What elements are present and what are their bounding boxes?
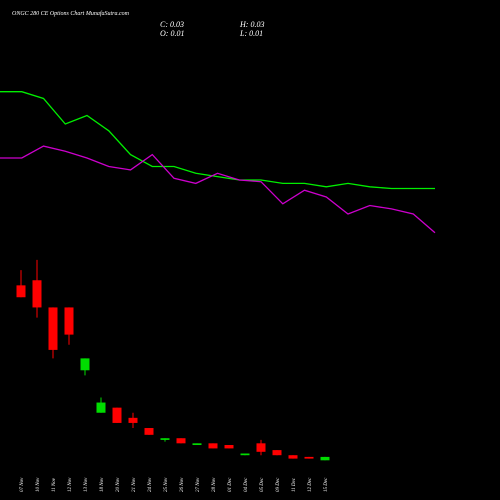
- x-tick-label: 11 Nov: [52, 477, 57, 492]
- x-tick-label: 28 Nov: [212, 477, 217, 492]
- x-tick-label: 25 Nov: [164, 477, 169, 492]
- ohlc-low: L: 0.01: [239, 29, 263, 38]
- chart-title: ONGC 280 CE Options Chart MunafaSutra.co…: [12, 10, 130, 17]
- x-tick-label: 24 Nov: [148, 477, 153, 492]
- candle-body: [304, 456, 314, 459]
- candle-body: [272, 450, 282, 456]
- x-tick-label: 15 Dec: [324, 477, 329, 492]
- candle-body: [240, 453, 250, 456]
- candle-body: [288, 455, 298, 459]
- candle-body: [32, 280, 42, 308]
- x-tick-label: 05 Dec: [260, 477, 265, 492]
- candle-body: [208, 443, 218, 449]
- ohlc-high: H: 0.03: [239, 20, 264, 29]
- x-tick-label: 10 Nov: [36, 477, 41, 492]
- candle-body: [80, 358, 90, 371]
- x-tick-label: 20 Nov: [116, 477, 121, 492]
- x-tick-label: 13 Nov: [84, 477, 89, 492]
- candle-body: [48, 307, 58, 350]
- candle-body: [320, 456, 330, 461]
- candle-body: [144, 428, 154, 435]
- moving-average-line: [0, 145, 436, 234]
- x-tick-label: 26 Nov: [180, 477, 185, 492]
- x-tick-label: 12 Nov: [68, 477, 73, 492]
- candle-body: [96, 402, 106, 413]
- x-tick-label: 18 Nov: [100, 477, 105, 492]
- moving-average-line: [0, 91, 435, 190]
- x-tick-label: 01 Dec: [228, 477, 233, 492]
- candle-body: [160, 438, 170, 440]
- candle-body: [224, 445, 234, 449]
- candle-body: [192, 443, 202, 446]
- x-tick-label: 04 Dec: [244, 477, 249, 492]
- candle-body: [256, 443, 266, 452]
- ohlc-open: O: 0.01: [160, 29, 184, 38]
- x-tick-label: 12 Dec: [308, 477, 313, 492]
- ohlc-close: C: 0.03: [160, 20, 184, 29]
- candle-body: [112, 407, 122, 423]
- candle-body: [176, 438, 186, 444]
- x-tick-label: 07 Nov: [20, 477, 25, 492]
- x-tick-label: 09 Dec: [276, 477, 281, 492]
- candle-body: [16, 285, 26, 298]
- x-tick-label: 27 Nov: [196, 477, 201, 492]
- candle-body: [128, 417, 138, 423]
- x-tick-label: 11 Dec: [292, 477, 297, 492]
- candle-body: [64, 307, 74, 335]
- x-tick-label: 21 Nov: [132, 477, 137, 492]
